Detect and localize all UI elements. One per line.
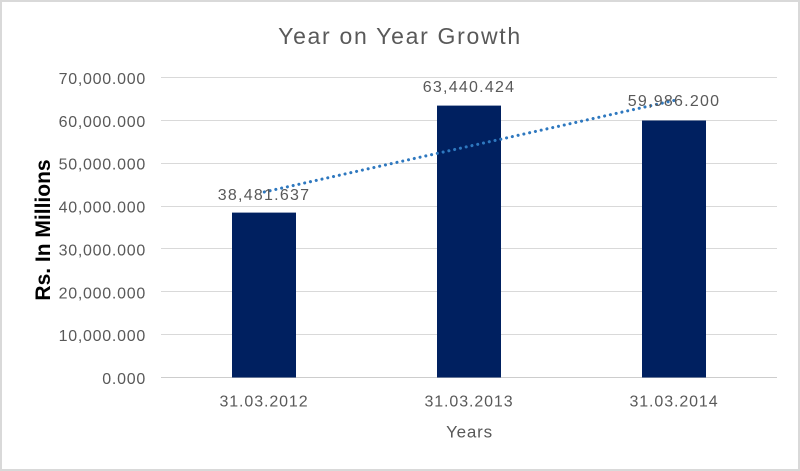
svg-text:31.03.2013: 31.03.2013 — [424, 394, 513, 411]
svg-text:Rs. In Millions: Rs. In Millions — [32, 159, 55, 300]
svg-text:40,000.000: 40,000.000 — [59, 200, 146, 217]
svg-text:0.000: 0.000 — [102, 371, 146, 388]
svg-text:60,000.000: 60,000.000 — [59, 114, 146, 131]
svg-text:31.03.2014: 31.03.2014 — [629, 394, 718, 411]
svg-text:59,986.200: 59,986.200 — [628, 93, 721, 110]
svg-text:63,440.424: 63,440.424 — [423, 79, 516, 96]
svg-text:Year on Year Growth: Year on Year Growth — [278, 23, 522, 49]
svg-text:20,000.000: 20,000.000 — [59, 285, 146, 302]
svg-text:70,000.000: 70,000.000 — [59, 71, 146, 88]
svg-text:10,000.000: 10,000.000 — [59, 328, 146, 345]
svg-text:38,481.637: 38,481.637 — [218, 187, 311, 204]
svg-text:Years: Years — [446, 423, 493, 442]
svg-text:50,000.000: 50,000.000 — [59, 157, 146, 174]
svg-text:31.03.2012: 31.03.2012 — [219, 394, 308, 411]
svg-text:30,000.000: 30,000.000 — [59, 242, 146, 259]
